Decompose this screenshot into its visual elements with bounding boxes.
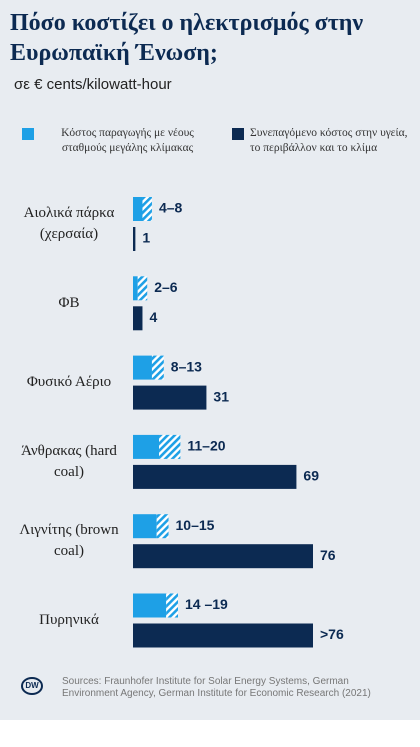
sources: Sources: Fraunhofer Institute for Solar …: [62, 676, 371, 699]
legend-label: Συνεπαγόμενο κόστος στην υγεία, το περιβ…: [250, 127, 408, 154]
bar: [133, 544, 313, 569]
chart: 4–8 1 2–6 4 8–13 31 11–20 69 10–15 76 14 –19 >76: [133, 197, 344, 648]
value-label: 69: [303, 468, 319, 484]
bar: [133, 227, 136, 251]
value-label: 8–13: [171, 358, 202, 374]
bar-range: [151, 355, 164, 380]
category-label: Πυρηνικά: [39, 612, 99, 628]
bar-range: [166, 593, 178, 618]
value-label: 76: [320, 547, 336, 563]
bar-range: [142, 197, 152, 221]
bar: [133, 306, 143, 331]
bar-low: [133, 197, 143, 221]
bar: [133, 623, 313, 648]
bar-low: [133, 355, 152, 380]
bar-low: [133, 514, 157, 539]
value-label: 4–8: [159, 200, 183, 216]
category-label: Άνθρακας (hard coal): [21, 442, 117, 480]
value-label: 2–6: [154, 279, 178, 295]
subtitle: σε € cents/kilowatt-hour: [14, 76, 172, 93]
bar-low: [133, 593, 167, 618]
value-label: 1: [142, 230, 150, 246]
bar-low: [133, 276, 138, 301]
legend-swatch: [22, 128, 34, 140]
value-label: >76: [320, 626, 344, 642]
value-label: 11–20: [187, 438, 225, 454]
category-label: Φυσικό Αέριο: [26, 374, 112, 391]
category-label: Αιολικά πάρκα (χερσαία): [23, 205, 115, 242]
bar: [133, 464, 297, 489]
bar-low: [133, 434, 160, 459]
value-label: 4: [149, 309, 157, 325]
bar: [133, 385, 207, 410]
bar-range: [156, 514, 169, 539]
bar-range: [159, 434, 181, 459]
category-label: ΦΒ: [58, 294, 80, 311]
value-label: 10–15: [176, 517, 215, 533]
legend-label: Κόστος παραγωγής με νέους σταθμούς μεγάλ…: [61, 127, 194, 154]
value-label: 31: [213, 388, 229, 404]
title: Πόσο κοστίζει ο ηλεκτρισμός στην Ευρωπαϊ…: [10, 10, 364, 66]
legend-swatch: [232, 128, 244, 140]
background: [0, 0, 420, 720]
value-label: 14 –19: [185, 596, 228, 612]
category-label: Λιγνίτης (brown coal): [19, 522, 119, 560]
bar-range: [137, 276, 148, 301]
logo: DW: [21, 677, 43, 695]
